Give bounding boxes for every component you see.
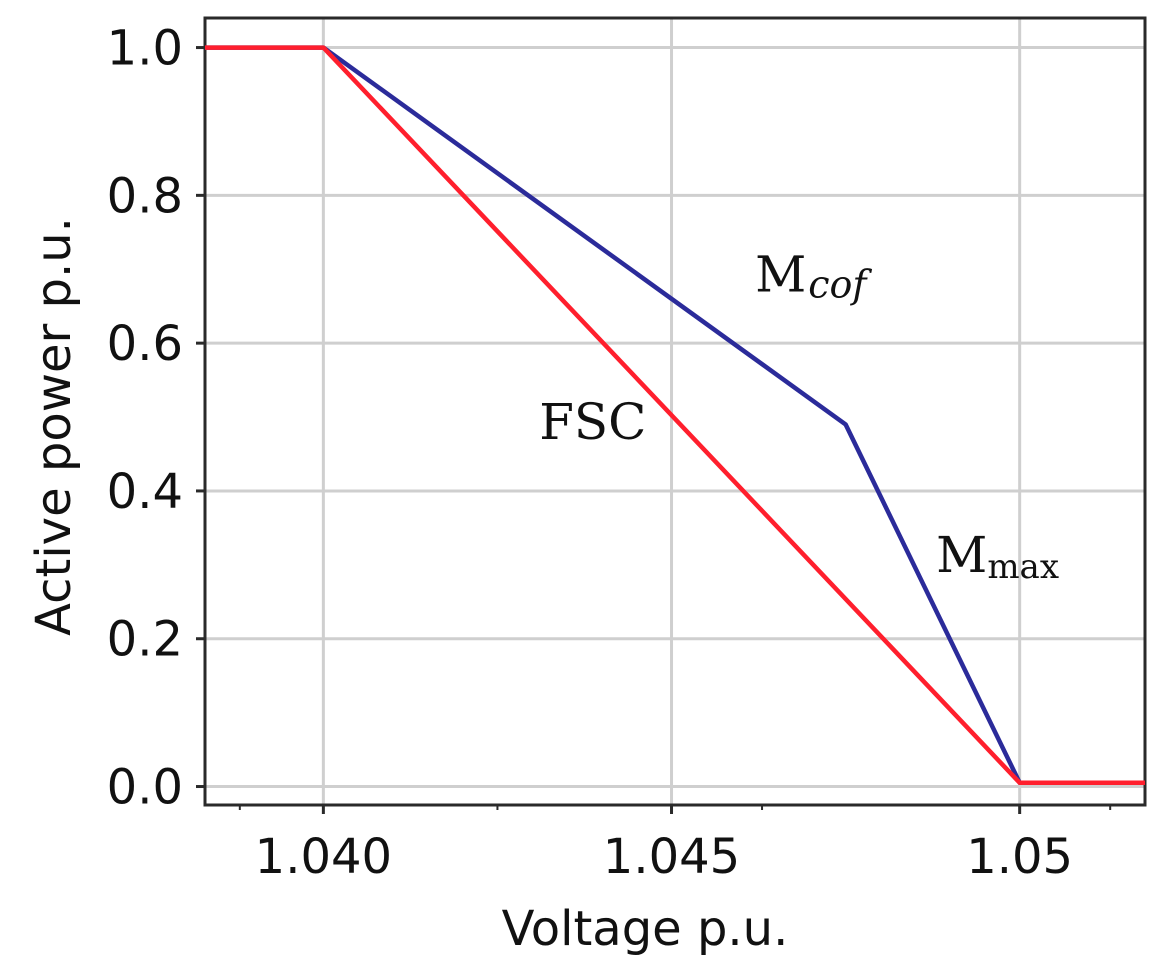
y-axis-label: Active power p.u. — [26, 217, 82, 636]
y-tick-label: 0.0 — [107, 760, 183, 816]
y-tick-label: 0.2 — [107, 612, 183, 668]
x-tick-label: 1.05 — [966, 829, 1073, 885]
y-tick-label: 0.4 — [107, 464, 183, 520]
annotation-label: FSC — [539, 393, 646, 451]
grid-lines — [205, 18, 1145, 805]
x-tick-label: 1.045 — [603, 829, 740, 885]
y-tick-label: 0.6 — [107, 316, 183, 372]
axis-ticks: 0.0 0.2 0.4 0.6 0.8 1.0 1.040 1.045 1.05 — [107, 21, 1112, 885]
plot-frame — [203, 16, 1147, 807]
y-tick-label: 0.8 — [107, 168, 183, 224]
x-axis-label: Voltage p.u. — [502, 901, 789, 957]
annotation-label: Mmax — [936, 526, 1059, 587]
annotations: Mcof FSC Mmax — [539, 245, 1059, 587]
annotation-label: Mcof — [755, 245, 872, 306]
y-tick-label: 1.0 — [107, 21, 183, 77]
series-line — [205, 45, 1145, 786]
series-line — [205, 45, 1145, 786]
x-tick-label: 1.040 — [255, 829, 392, 885]
series-lines — [205, 45, 1145, 786]
